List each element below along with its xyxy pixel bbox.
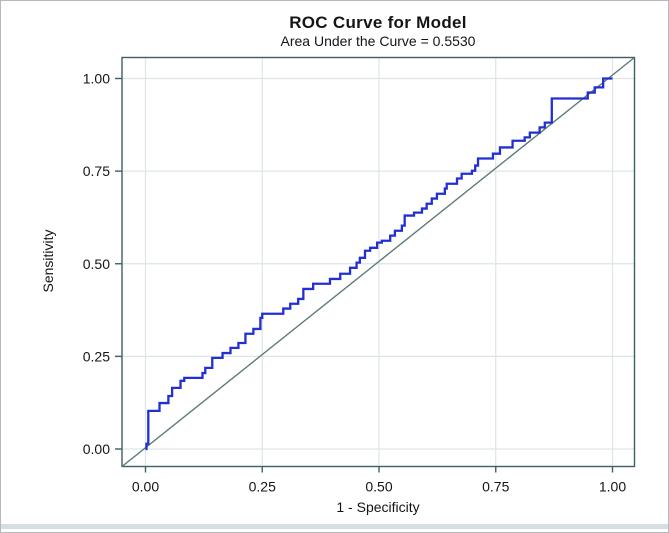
x-tick-label: 0.00 (132, 479, 159, 495)
y-axis-label: Sensitivity (40, 229, 56, 293)
y-tick-label: 1.00 (83, 71, 110, 87)
y-tick-label: 0.50 (83, 256, 110, 272)
roc-curve-line (145, 77, 613, 451)
y-tick-label: 0.25 (83, 348, 110, 364)
y-tick-label: 0.75 (83, 163, 110, 179)
bottom-border-strip (1, 524, 668, 529)
x-tick-label: 0.50 (365, 479, 392, 495)
chart-title: ROC Curve for Model (289, 13, 467, 32)
x-tick-label: 1.00 (599, 479, 626, 495)
reference-diagonal-line (121, 56, 635, 468)
y-tick-label: 0.00 (83, 441, 110, 457)
chart-subtitle: Area Under the Curve = 0.5530 (280, 33, 476, 49)
x-tick-label: 0.75 (482, 479, 509, 495)
plot-frame (121, 56, 636, 468)
x-tick-label: 0.25 (249, 479, 276, 495)
x-axis-label: 1 - Specificity (336, 499, 420, 515)
